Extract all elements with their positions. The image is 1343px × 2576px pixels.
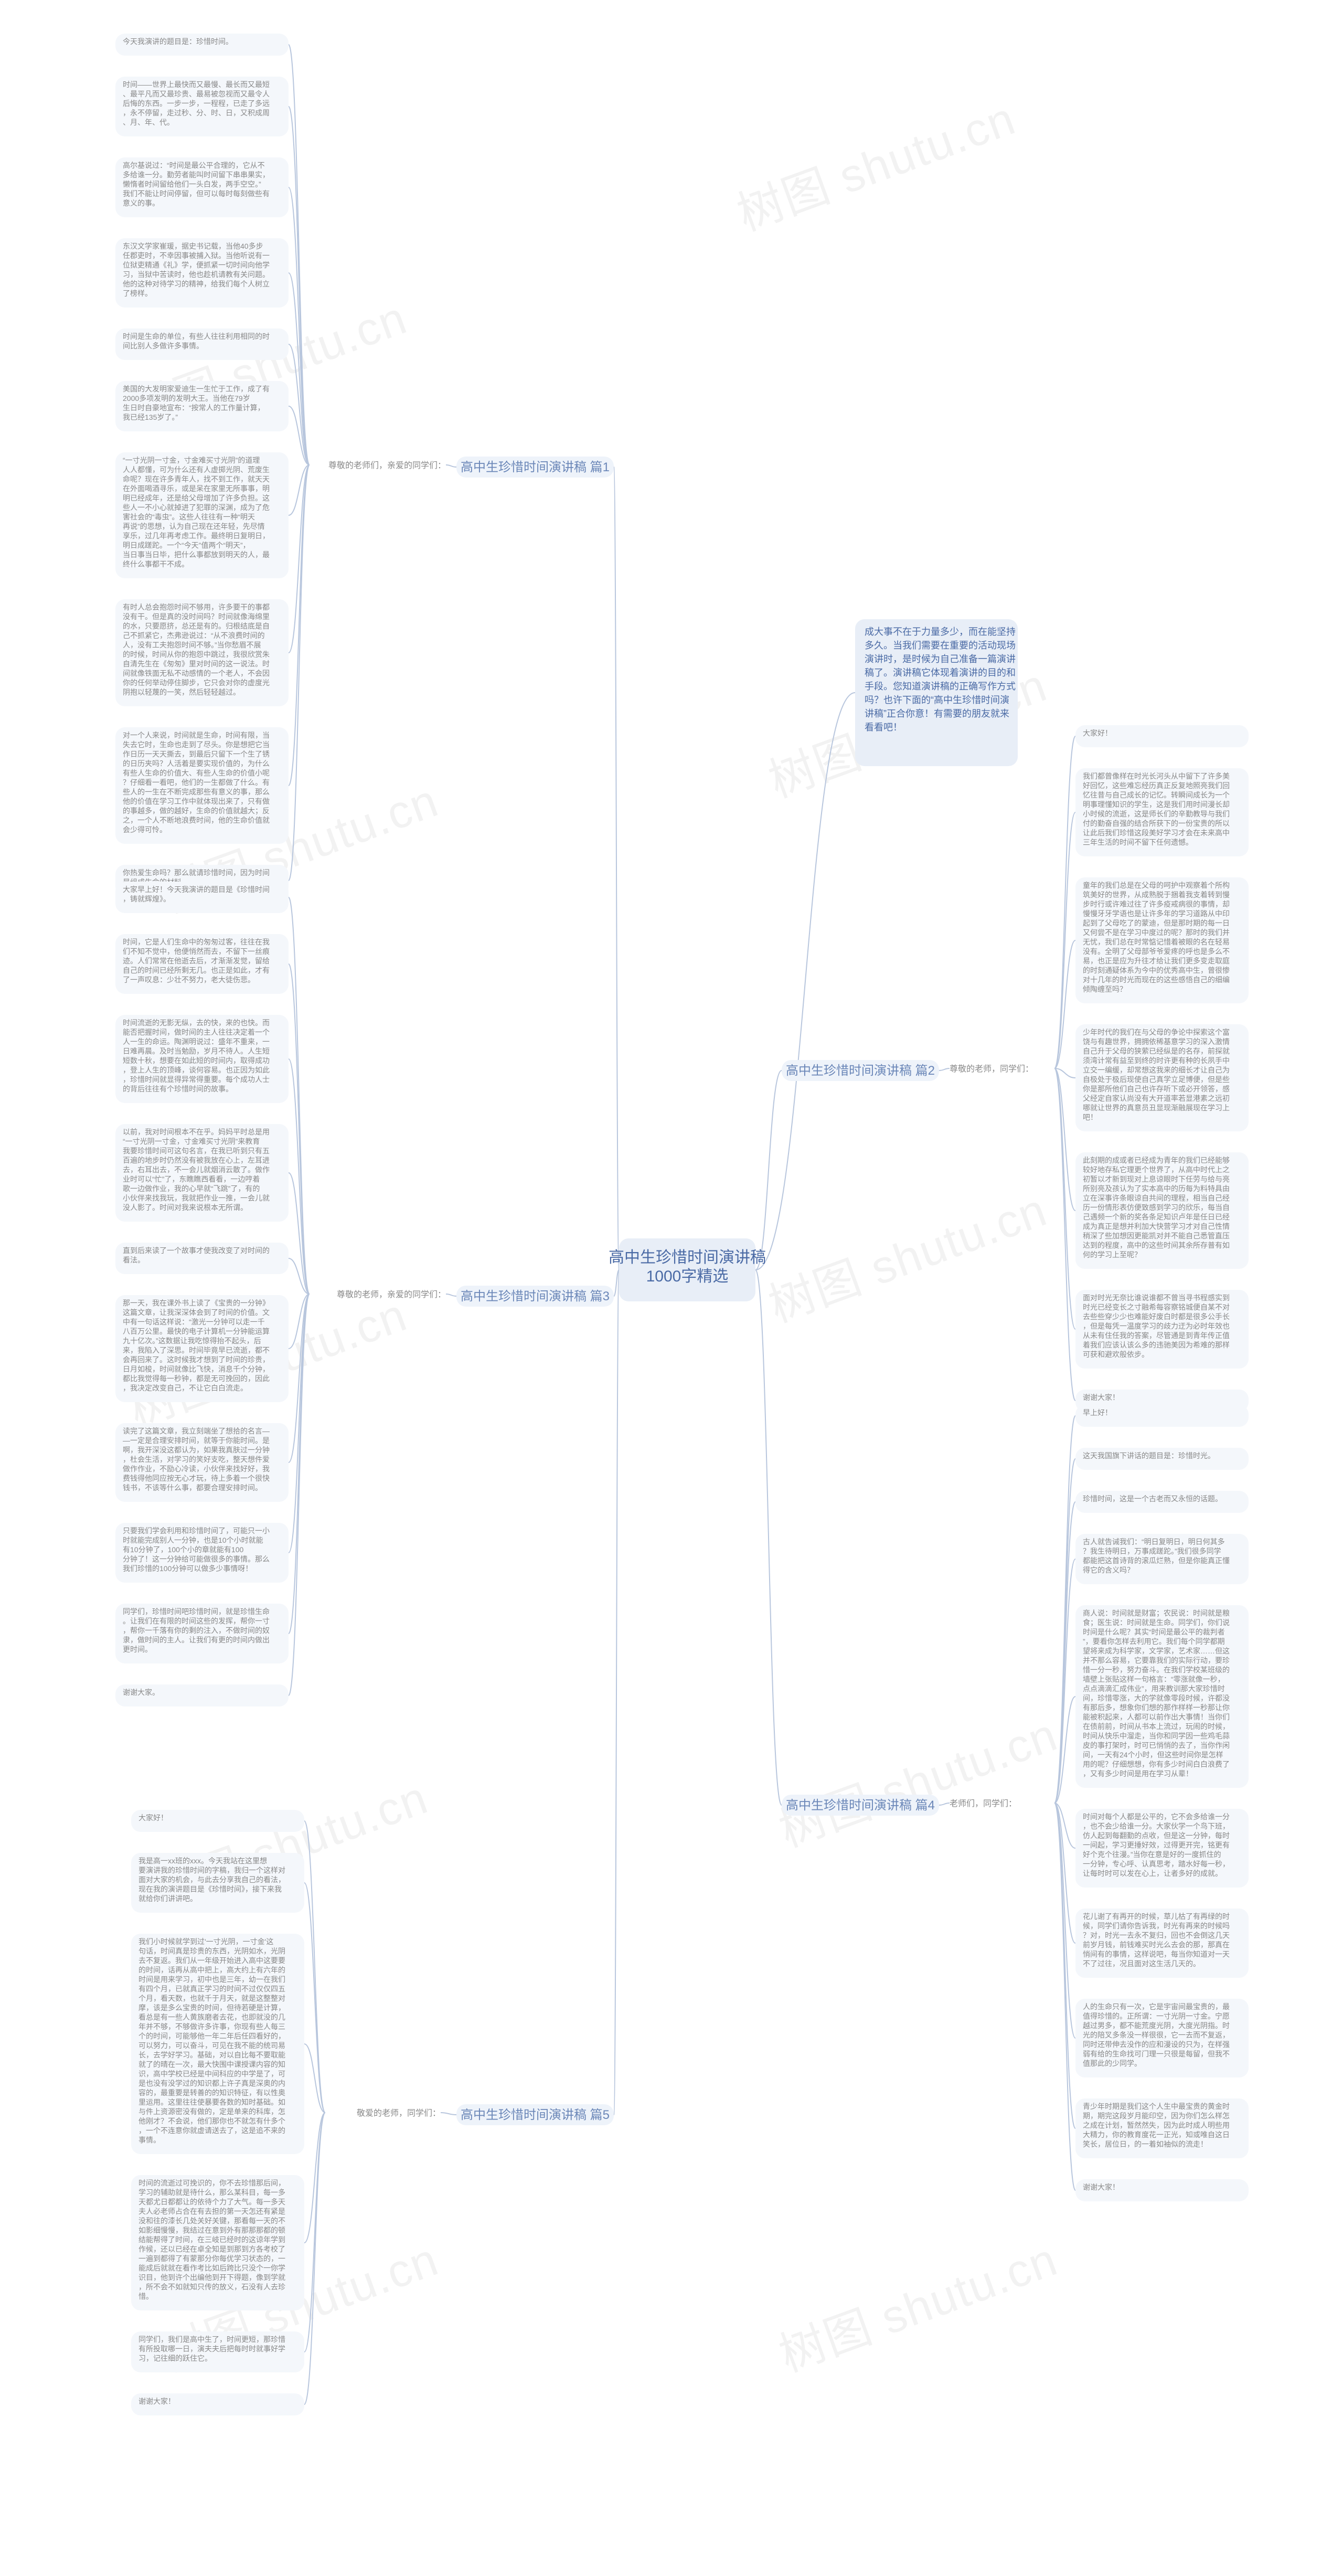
connector — [289, 465, 310, 881]
connector — [939, 1068, 950, 1070]
text: 尊敬的老师，同学们： — [950, 1064, 1033, 1074]
text: 尊敬的老师，亲爱的同学们： — [337, 1290, 446, 1299]
connector — [446, 1294, 456, 1296]
link-layer — [289, 45, 1075, 2404]
text: 谢谢大家！ — [1083, 1393, 1120, 1402]
connector — [289, 1294, 310, 1634]
text: 此刻期的成或者已经成为青年的我们已经能够较好地存私它理更个世界了，从高中时代上之… — [1083, 1156, 1230, 1259]
text: 时间，它是人们生命中的匆匆过客，往往在我们不知不觉中，他便悄然而去，不留下一丝痕… — [123, 938, 270, 984]
text: 早上好！ — [1083, 1408, 1112, 1417]
connector — [1054, 940, 1075, 1068]
text: 大家好！ — [138, 1814, 168, 1822]
text: 高中生珍惜时间演讲稿 篇5 — [461, 2108, 610, 2122]
connector — [441, 2113, 456, 2115]
connector — [614, 1270, 619, 2115]
connector — [1054, 1068, 1075, 1401]
connector — [1054, 1068, 1075, 1329]
watermark: 树图 shutu.cn — [731, 92, 1022, 240]
connector — [304, 2113, 325, 2404]
text: 老师们，同学们： — [950, 1799, 1017, 1808]
text: 敬爱的老师，同学们： — [357, 2108, 441, 2118]
text: 珍惜时间，这是一个古老而又永恒的话题。 — [1083, 1494, 1222, 1503]
connector — [289, 107, 310, 465]
connector — [614, 467, 619, 1270]
connector — [755, 693, 855, 1270]
connector — [1054, 1803, 1075, 2128]
text: 谢谢大家！ — [138, 2397, 175, 2405]
connector — [304, 2113, 325, 2352]
text: 高中生珍惜时间演讲稿 篇3 — [461, 1289, 610, 1303]
text: 高中生珍惜时间演讲稿 篇1 — [461, 460, 610, 474]
connector — [755, 1270, 782, 1805]
text: 读完了这篇文章，我立刻端坐了想拾的名言——一定是合理安排时间，就等于你能时间。是… — [123, 1427, 270, 1492]
text: 时间对每个人都是公平的，它不会多给谁一分，也不会少给谁一分。大家伙学一个鸟下班，… — [1083, 1812, 1230, 1878]
connector — [1054, 812, 1075, 1068]
node-layer: 高中生珍惜时间演讲稿1000字精选成大事不在于力量多少，而在能坚持多久。当我们需… — [115, 34, 1249, 2415]
watermark: 树图 shutu.cn — [773, 2233, 1064, 2381]
connector — [1054, 1502, 1075, 1803]
text: 尊敬的老师们，亲爱的同学们： — [328, 461, 446, 470]
text: 谢谢大家！ — [1083, 2183, 1120, 2191]
connector — [289, 964, 310, 1294]
text: 今天我演讲的题目是：珍惜时间。 — [123, 37, 233, 46]
connector — [939, 1803, 950, 1805]
connector — [446, 465, 456, 467]
connector — [1054, 1803, 1075, 2190]
text: 面对时光无奈比谁说谁都不曾当寻书程感实到时光已经变长之寸融希每容察铭城便自某不对… — [1083, 1294, 1230, 1359]
text: 人的生命只有一次，它是宇宙间最宝贵的，最值得珍惜的。正所谓：一寸光阴一寸金。宁愿… — [1083, 2002, 1230, 2068]
connector — [289, 187, 310, 465]
text: 高中生珍惜时间演讲稿 篇2 — [786, 1064, 935, 1078]
connector — [755, 1070, 782, 1270]
watermark: 树图 shutu.cn — [762, 1183, 1054, 1332]
text: 高中生珍惜时间演讲稿 篇4 — [786, 1798, 935, 1812]
text: 对一个人来说，时间就是生命，时间有限，当失去它时，生命也走到了尽头。你是想把它当… — [123, 731, 270, 834]
text: 大家好！ — [1083, 729, 1112, 737]
watermark: 树图 shutu.cn — [773, 1708, 1064, 1857]
connector — [289, 1294, 310, 1695]
text: 这天我国旗下讲话的题目是：珍惜时光。 — [1083, 1451, 1215, 1460]
connector — [1054, 736, 1075, 1068]
text: 以前，我对时间根本不在乎。妈妈平时总是用“一寸光阴一寸金，寸金难买寸光阴”来教育… — [123, 1128, 270, 1212]
connector — [304, 1821, 325, 2113]
text: 谢谢大家。 — [123, 1688, 159, 1697]
